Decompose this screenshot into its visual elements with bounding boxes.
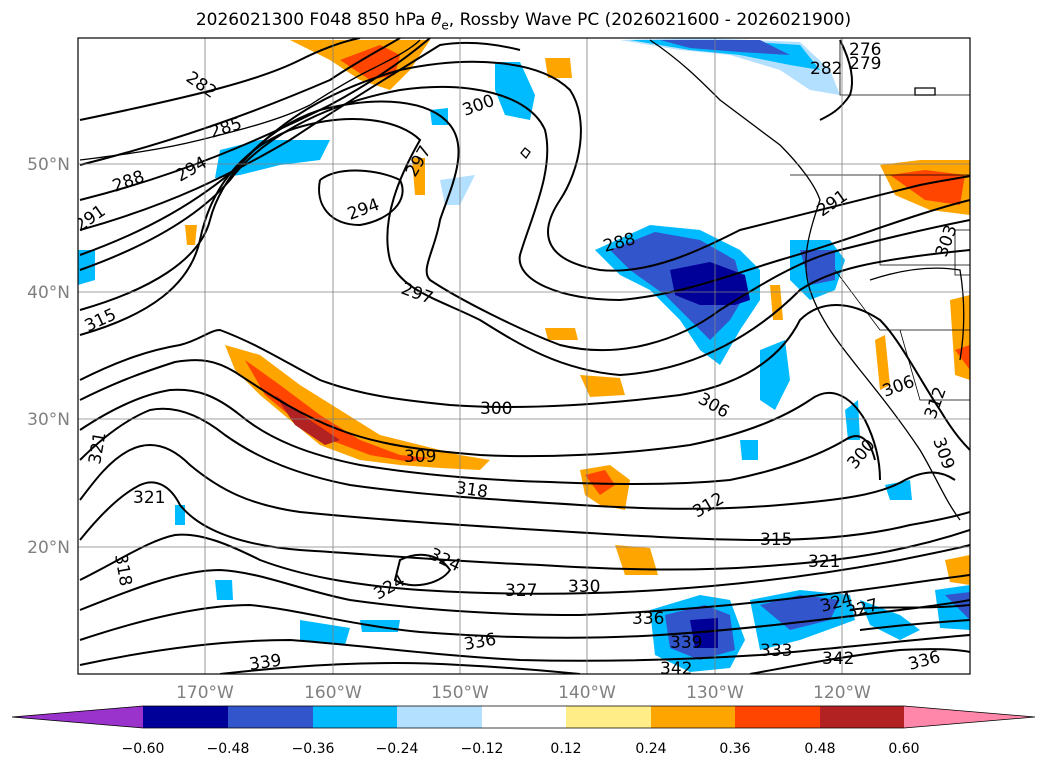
colorbar-tick-label: 0.24: [635, 741, 666, 757]
contour-label: 327: [505, 581, 537, 601]
contour-label: 279: [849, 54, 881, 74]
anomaly-shading: [78, 38, 970, 672]
coastlines: [79, 39, 965, 521]
colorbar-tick-label: −0.24: [376, 741, 419, 757]
contour-label: 342: [660, 659, 692, 679]
map-frame: [77, 37, 971, 675]
contour-label: 342: [822, 649, 854, 669]
colorbar-bin: [820, 706, 904, 728]
contour-label: 318: [454, 478, 489, 502]
contour-label: 276: [849, 40, 881, 60]
lon-label-120w: 120°W: [813, 683, 871, 703]
lon-label-170w: 170°W: [176, 683, 234, 703]
lon-label-130w: 130°W: [686, 683, 744, 703]
latitude-labels: 50°N 40°N 30°N 20°N: [27, 155, 70, 558]
colorbar-tick-label: 0.60: [888, 741, 919, 757]
map-title: 2026021300 F048 850 hPa θe, Rossby Wave …: [195, 10, 852, 33]
colorbar-bin: [313, 706, 397, 728]
colorbar-bin: [566, 706, 651, 728]
lon-label-150w: 150°W: [431, 683, 489, 703]
contour-label: 282: [810, 59, 842, 79]
colorbar-bin: [735, 706, 820, 728]
contour-label: 336: [632, 609, 664, 629]
contour-label: 339: [248, 651, 283, 675]
lat-label-40n: 40°N: [27, 283, 70, 303]
lon-label-140w: 140°W: [558, 683, 616, 703]
contour-label: 300: [480, 399, 512, 419]
colorbar-tick-label: 0.12: [550, 741, 581, 757]
graticule: [78, 38, 970, 674]
colorbar-tick-label: −0.48: [207, 741, 250, 757]
longitude-labels: 170°W 160°W 150°W 140°W 130°W 120°W: [176, 683, 871, 703]
contour-label: 315: [760, 530, 792, 550]
colorbar: −0.60 −0.48 −0.36 −0.24 −0.12 0.12 0.24 …: [11, 705, 1036, 757]
colorbar-bin: [482, 706, 566, 728]
contour-label: 339: [670, 633, 702, 653]
colorbar-ticks: −0.60 −0.48 −0.36 −0.24 −0.12 0.12 0.24 …: [122, 741, 920, 757]
colorbar-bin: [143, 706, 228, 728]
contour-label: 321: [133, 488, 165, 508]
lat-label-30n: 30°N: [27, 410, 70, 430]
colorbar-tick-label: −0.60: [122, 741, 165, 757]
colorbar-bin: [651, 706, 735, 728]
political-boundaries: [790, 40, 970, 401]
colorbar-extend-high: [904, 706, 1035, 728]
contour-label: 321: [808, 552, 840, 572]
lat-label-20n: 20°N: [27, 538, 70, 558]
contour-label: 333: [760, 641, 792, 661]
lat-label-50n: 50°N: [27, 155, 70, 175]
lon-label-160w: 160°W: [304, 683, 362, 703]
colorbar-tick-label: −0.36: [292, 741, 335, 757]
colorbar-bin: [397, 706, 482, 728]
colorbar-tick-label: −0.12: [461, 741, 504, 757]
colorbar-tick-label: 0.48: [804, 741, 835, 757]
colorbar-extend-low: [12, 706, 143, 728]
colorbar-tick-label: 0.36: [719, 741, 750, 757]
contour-label: 330: [568, 577, 600, 597]
colorbar-bin: [228, 706, 313, 728]
contour-label: 309: [404, 447, 436, 467]
map-area: [78, 38, 970, 674]
